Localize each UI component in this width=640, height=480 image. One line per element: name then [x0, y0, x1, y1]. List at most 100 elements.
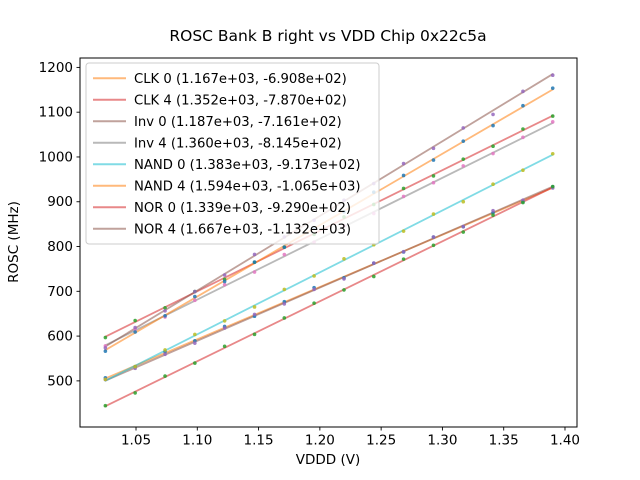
x-tick-label: 1.30: [427, 433, 457, 449]
data-point: [401, 173, 406, 178]
data-point: [103, 403, 108, 408]
data-point: [401, 194, 406, 199]
data-point: [371, 261, 376, 265]
data-point: [163, 348, 167, 352]
data-point: [282, 302, 287, 306]
data-point: [521, 89, 525, 94]
data-point: [521, 135, 525, 140]
legend-label: NAND 0 (1.383e+03, -9.173e+02): [134, 158, 361, 173]
data-point: [431, 158, 436, 162]
data-point: [252, 332, 257, 337]
data-point: [163, 306, 167, 310]
data-point: [461, 199, 466, 204]
series-points-NAND-4: [103, 86, 555, 353]
y-tick-label: 600: [47, 329, 73, 345]
data-point: [193, 289, 197, 294]
legend-label: CLK 4 (1.352e+03, -7.870e+02): [134, 93, 347, 108]
data-point: [491, 144, 495, 149]
legend-entry-Inv-4: Inv 4 (1.360e+03, -8.145e+02): [93, 136, 342, 151]
data-point: [461, 230, 466, 234]
y-tick-label: 700: [47, 284, 73, 300]
data-point: [222, 319, 227, 323]
x-tick-label: 1.35: [489, 433, 519, 449]
data-point: [401, 229, 406, 233]
data-point: [193, 361, 197, 365]
x-tick-label: 1.05: [121, 433, 151, 449]
x-tick-label: 1.15: [244, 433, 274, 449]
data-point: [401, 257, 406, 261]
data-point: [550, 120, 555, 124]
data-point: [252, 270, 257, 274]
fit-line-NOR-0: [104, 186, 554, 408]
data-point: [133, 318, 137, 323]
data-point: [133, 330, 137, 334]
data-point: [193, 294, 197, 299]
x-tick-label: 1.20: [305, 433, 335, 449]
data-point: [163, 313, 167, 318]
data-point: [282, 316, 287, 320]
data-point: [550, 151, 555, 156]
legend-entry-NAND-0: NAND 0 (1.383e+03, -9.173e+02): [93, 158, 361, 173]
x-tick-label: 1.10: [182, 433, 212, 449]
y-tick-label: 800: [47, 239, 73, 255]
legend-entry-Inv-0: Inv 0 (1.187e+03, -7.161e+02): [93, 115, 342, 130]
data-point: [163, 352, 167, 357]
data-point: [491, 182, 495, 186]
data-point: [133, 364, 137, 369]
data-point: [103, 377, 108, 382]
data-point: [550, 114, 555, 118]
series-points-NOR-0: [103, 184, 555, 408]
data-point: [461, 224, 466, 229]
data-point: [461, 164, 466, 168]
data-point: [342, 288, 346, 292]
y-axis-label: ROSC (MHz): [6, 201, 22, 283]
legend-label: NAND 4 (1.594e+03, -1.065e+03): [134, 179, 361, 194]
data-point: [282, 252, 287, 257]
data-point: [431, 146, 436, 151]
data-point: [371, 274, 376, 279]
data-point: [312, 301, 316, 305]
data-point: [193, 341, 197, 345]
legend: CLK 0 (1.167e+03, -6.908e+02) CLK 4 (1.35…: [85, 62, 380, 245]
legend-entry-NAND-4: NAND 4 (1.594e+03, -1.065e+03): [93, 179, 361, 194]
legend-label: CLK 0 (1.167e+03, -6.908e+02): [134, 72, 347, 87]
data-point: [461, 139, 466, 143]
data-point: [431, 235, 436, 239]
data-point: [431, 180, 436, 185]
data-point: [401, 249, 406, 254]
data-point: [431, 212, 436, 216]
y-tick-label: 900: [47, 194, 73, 210]
axes-spines: [79, 57, 578, 428]
legend-entry-NOR-0: NOR 0 (1.339e+03, -9.290e+02): [93, 201, 351, 216]
data-point: [252, 260, 257, 264]
data-point: [312, 274, 316, 278]
y-tick-label: 500: [47, 373, 73, 389]
x-axis-label: VDDD (V): [296, 452, 360, 468]
data-point: [193, 298, 197, 303]
data-point: [252, 305, 257, 309]
data-point: [103, 346, 108, 350]
data-point: [401, 161, 406, 166]
data-point: [312, 287, 316, 292]
data-point: [222, 344, 227, 349]
data-point: [252, 312, 257, 317]
data-point: [252, 252, 257, 257]
series-points-Inv-0: [103, 186, 555, 382]
legend-label: NOR 0 (1.339e+03, -9.290e+02): [134, 201, 351, 216]
y-tick-label: 1200: [39, 60, 73, 76]
legend-label: Inv 0 (1.187e+03, -7.161e+02): [134, 115, 342, 130]
data-point: [550, 86, 555, 90]
series-points-NAND-0: [103, 151, 555, 382]
legend-entry-CLK-0: CLK 0 (1.167e+03, -6.908e+02): [93, 72, 347, 87]
legend-label: NOR 4 (1.667e+03, -1.132e+03): [134, 222, 351, 237]
y-tick-label: 1000: [39, 149, 73, 165]
data-point: [550, 73, 555, 77]
data-point: [282, 287, 287, 292]
data-point: [491, 151, 495, 156]
data-point: [222, 273, 227, 277]
x-tick-label: 1.25: [366, 433, 396, 449]
chart-title: ROSC Bank B right vs VDD Chip 0x22c5a: [169, 27, 486, 45]
data-point: [550, 184, 555, 189]
